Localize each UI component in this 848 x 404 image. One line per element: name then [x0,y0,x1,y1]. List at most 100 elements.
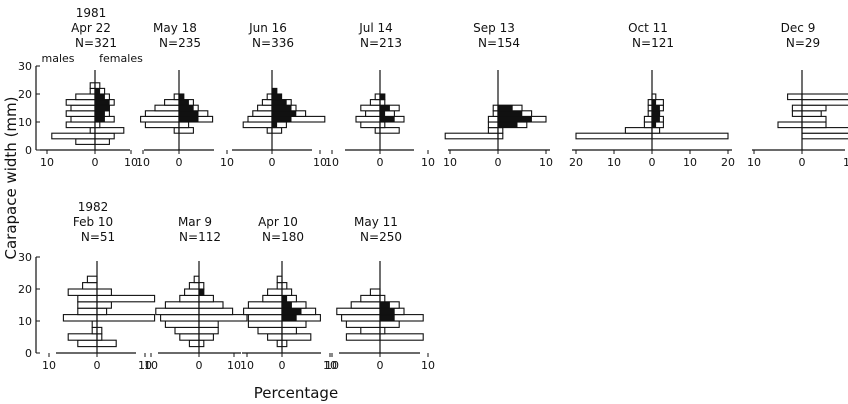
panel-date: Apr 22 [71,21,111,35]
male-bar [257,326,283,335]
female-dark-bar [379,93,386,100]
x-tick-label: 10 [607,156,621,169]
female-bar [198,339,205,348]
female-dark-bar [281,314,297,322]
male-bar [643,115,653,123]
male-bar [243,307,283,316]
male-bar [155,307,200,316]
y-tick-label: 0 [25,347,32,360]
female-bar [96,301,112,309]
female-bar [94,82,101,89]
x-tick-label: 10 [323,359,337,372]
panel-date: Oct 11 [628,21,668,35]
male-bar [160,314,200,322]
x-tick-label: 0 [279,359,286,372]
female-dark-bar [94,116,105,123]
x-tick-label: 10 [421,156,435,169]
female-dark-bar [94,110,105,117]
female-bar [281,333,312,341]
female-dark-bar [94,88,101,95]
male-bar [492,104,499,112]
panel-6: 10 0 10 Dec 9N=29 [747,21,848,169]
male-bar [144,121,180,129]
y-tick-label: 10 [18,116,32,129]
male-bar [487,115,499,123]
panel-8: 10 0 10 Mar 9N=112 [144,215,254,372]
male-bar [791,104,803,112]
female-bar [801,104,827,112]
male-bar [350,301,381,309]
panel-n: N=154 [478,36,520,50]
male-bar [487,121,499,129]
male-bar [276,282,283,290]
panel-n: N=213 [360,36,402,50]
male-bar [487,127,499,134]
female-bar [94,121,101,129]
male-bar [262,294,283,303]
female-bar [198,320,219,328]
panel-n: N=112 [179,230,221,244]
x-tick-label: 10 [539,156,553,169]
male-bar [247,314,283,322]
male-bar [184,288,200,296]
female-bar [497,132,504,140]
female-dark-bar [271,116,292,123]
x-tick-label: 10 [443,156,457,169]
male-bar [77,294,98,303]
female-dark-bar [379,301,390,309]
female-dark-bar [379,110,386,117]
female-bar [198,314,248,322]
female-dark-bar [651,116,660,123]
panel-date: Sep 13 [473,21,515,35]
male-bar [360,326,381,335]
male-bar [179,294,200,303]
x-tick-label: 10 [220,156,234,169]
female-dark-bar [178,104,194,112]
male-bar [365,110,381,117]
male-bar [261,99,273,106]
female-bar [178,127,194,134]
male-bar [257,104,273,112]
female-bar [281,282,288,290]
x-tick-label: 0 [92,156,99,169]
male-bar [144,110,180,117]
male-bar [575,132,653,140]
male-bar [164,301,200,309]
male-bar [252,110,273,117]
female-dark-bar [271,110,297,117]
female-bar [801,127,848,134]
male-bar [276,275,283,284]
male-bar [336,307,381,316]
male-bar [65,99,96,106]
x-tick-label: 20 [721,156,735,169]
panel-1: 10 0 10 May 18N=235 [124,21,234,169]
male-bar [91,320,98,328]
x-tick-label: 10 [42,359,56,372]
female-dark-bar [198,288,205,296]
male-bar [140,115,180,123]
female-dark-bar [651,104,660,112]
female-bar [281,288,293,296]
male-bar [67,333,98,341]
female-bar [801,132,848,140]
female-bar [379,121,386,129]
panel-n: N=51 [81,230,115,244]
x-tick-label: 10 [747,156,761,169]
female-dark-bar [651,110,660,117]
y-tick-label: 0 [25,144,32,157]
male-bar [341,314,381,322]
panel-n: N=121 [632,36,674,50]
female-bar [96,314,156,322]
female-bar [94,132,115,140]
male-bar [242,121,273,129]
male-bar [492,110,499,117]
female-dark-bar [271,104,292,112]
female-dark-bar [379,307,395,315]
male-bar [791,110,803,117]
panel-n: N=321 [75,36,117,50]
male-bar [355,115,381,123]
female-bar [801,110,822,117]
